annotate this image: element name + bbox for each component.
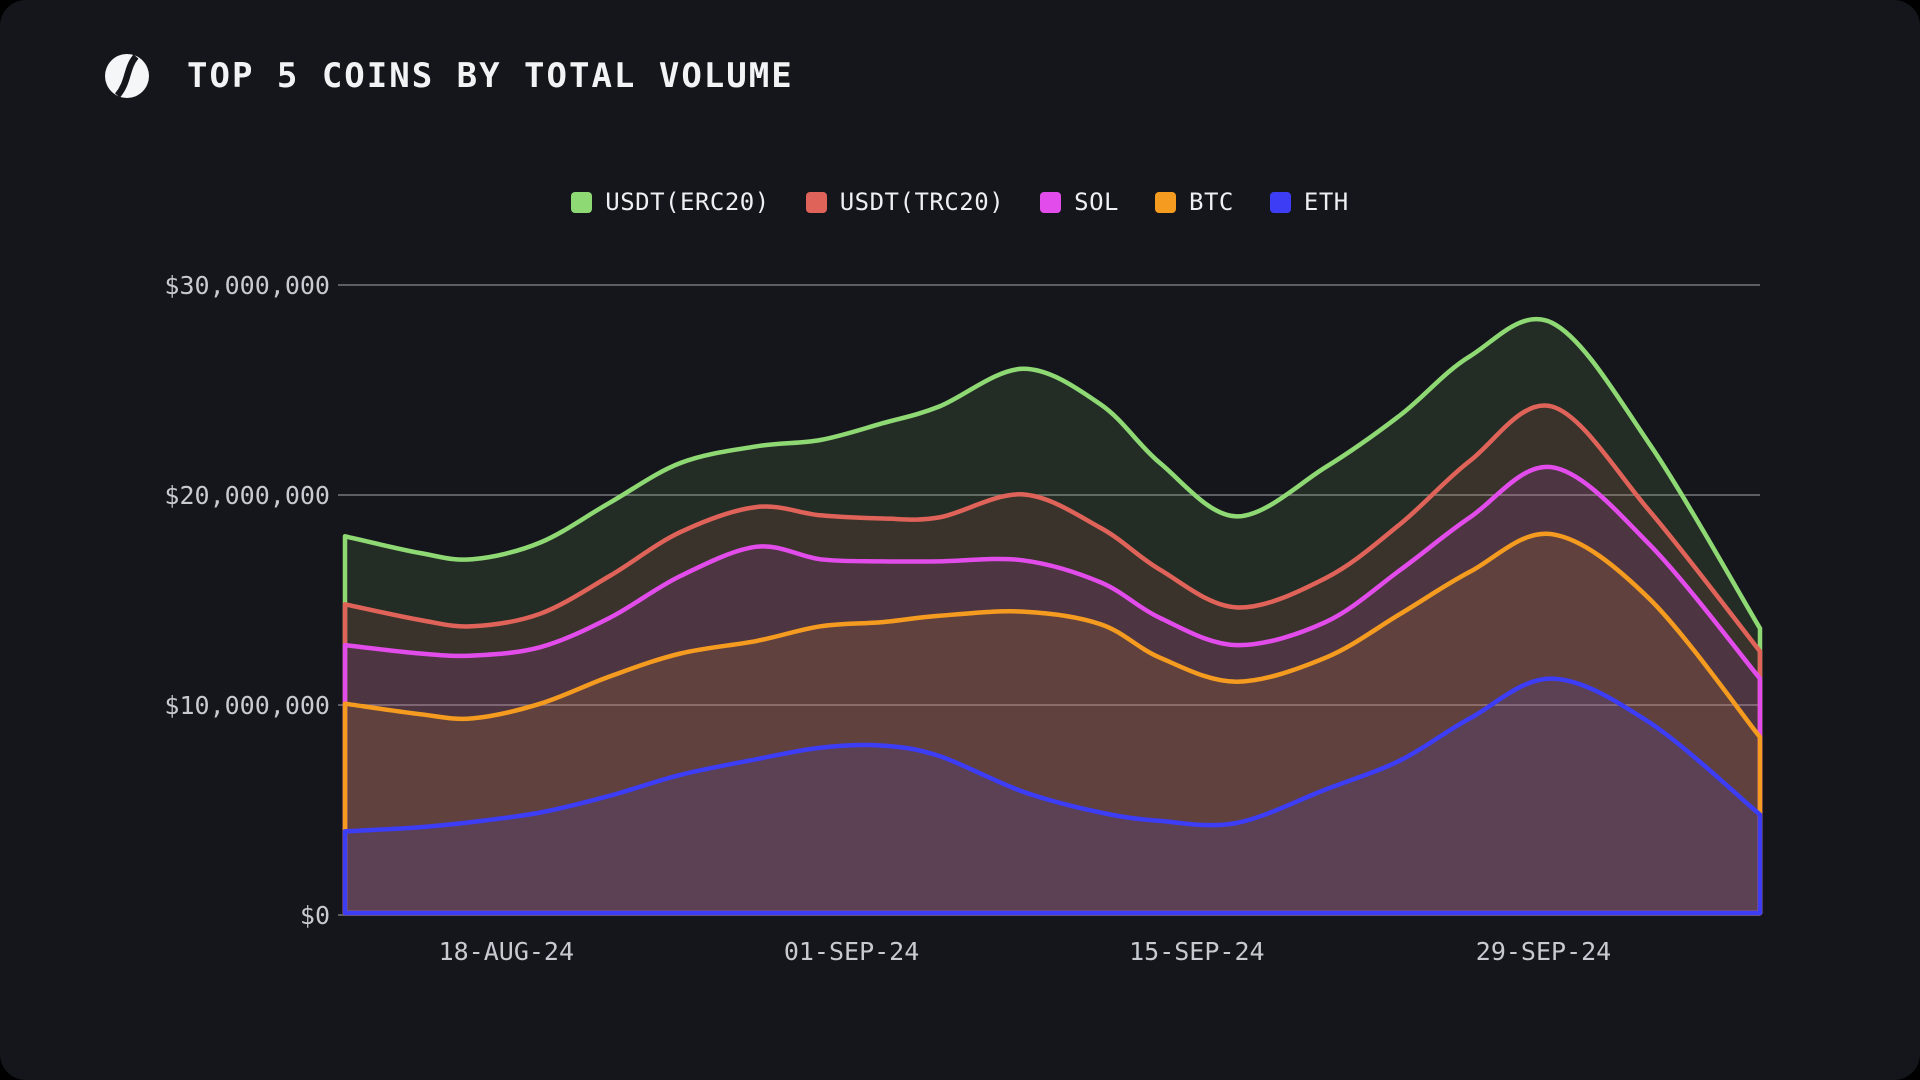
legend-label: BTC xyxy=(1189,188,1234,216)
x-axis-label: 29-SEP-24 xyxy=(1476,937,1611,966)
legend-swatch xyxy=(1155,191,1177,213)
page-title: TOP 5 COINS BY TOTAL VOLUME xyxy=(187,56,794,96)
area-sol[interactable] xyxy=(342,464,1763,916)
legend-label: ETH xyxy=(1303,188,1349,216)
legend-label: SOL xyxy=(1074,188,1120,216)
area-eth[interactable] xyxy=(342,676,1763,916)
legend-item-eth[interactable]: ETH xyxy=(1269,188,1349,216)
legend-swatch xyxy=(571,191,593,213)
x-axis-label: 18-AUG-24 xyxy=(439,937,574,966)
y-axis-label: $10,000,000 xyxy=(164,691,330,720)
legend-swatch xyxy=(1269,191,1291,213)
y-axis-label: $30,000,000 xyxy=(164,271,330,300)
legend-item-btc[interactable]: BTC xyxy=(1155,188,1234,216)
legend-label: USDT(ERC20) xyxy=(605,188,770,216)
x-axis-label: 15-SEP-24 xyxy=(1129,937,1264,966)
y-axis-label: $20,000,000 xyxy=(164,481,330,510)
y-axis-label: $0 xyxy=(300,901,330,930)
legend-label: USDT(TRC20) xyxy=(839,188,1005,216)
legend-item-sol[interactable]: SOL xyxy=(1040,188,1119,216)
header: TOP 5 COINS BY TOTAL VOLUME xyxy=(103,52,794,100)
area-usdt-trc20-[interactable] xyxy=(342,403,1763,916)
legend-swatch xyxy=(1040,191,1062,213)
x-axis-label: 01-SEP-24 xyxy=(784,937,919,966)
legend-item-usdt-erc20-[interactable]: USDT(ERC20) xyxy=(571,188,769,216)
legend-swatch xyxy=(805,191,827,213)
brand-logo-icon xyxy=(105,54,149,98)
chart-legend: USDT(ERC20) USDT(TRC20) SOL BTC ETH xyxy=(0,188,1920,216)
legend-item-usdt-trc20-[interactable]: USDT(TRC20) xyxy=(805,188,1005,216)
area-btc[interactable] xyxy=(342,531,1763,916)
